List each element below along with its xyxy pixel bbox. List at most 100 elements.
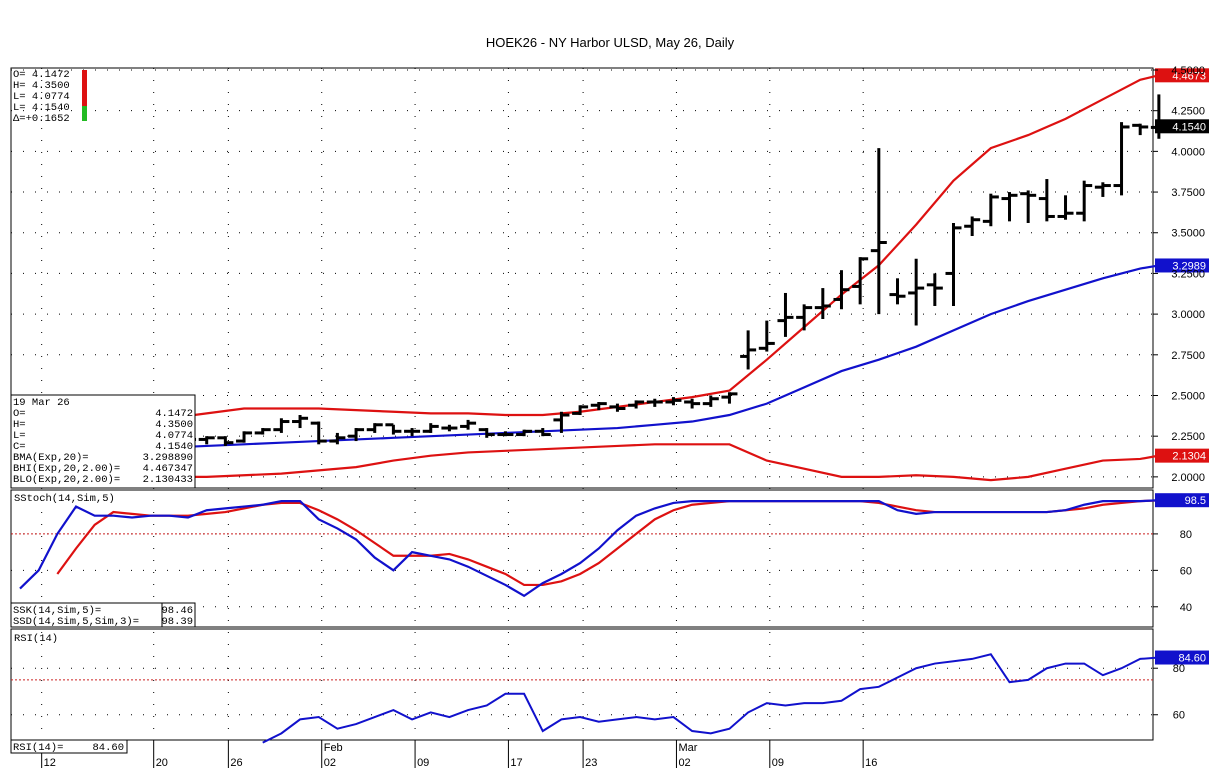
ohlc-bar: [1001, 192, 1018, 222]
price-ytick-label: 3.7500: [1171, 187, 1205, 199]
ohlc-bar: [460, 419, 477, 430]
ohlc-bar: [516, 429, 533, 437]
stoch-plot: 98.5: [11, 493, 1209, 598]
x-tick-label: 02: [678, 757, 690, 769]
ohlc-bar: [628, 400, 645, 409]
price-ytick-label: 3.0000: [1171, 309, 1205, 321]
price-ytick-label: 3.5000: [1171, 228, 1205, 240]
ohlc-bar: [497, 431, 514, 437]
info-row-value: 3.298890: [143, 452, 193, 464]
series-rsi: [262, 653, 1159, 744]
axis-labels: 2.0000 2.2500 2.5000 2.7500 3.0000 3.2500 3.50…: [41, 65, 1205, 769]
ohlc-bar: [292, 415, 309, 429]
ohlc-bar: [310, 421, 327, 445]
last-value-tag-text: 4.4673: [1172, 70, 1206, 82]
last-value-tag-bg: [1155, 258, 1209, 273]
price-ytick-label: 2.5000: [1171, 390, 1205, 402]
ohlc-bar: [404, 428, 421, 437]
x-tick-label: 23: [585, 757, 597, 769]
price-ytick-label: 2.2500: [1171, 431, 1205, 443]
ohlc-bar: [796, 304, 813, 331]
info-row-label: BMA(Exp,20)=: [13, 452, 89, 464]
series-ssk-14-sim-5-: [19, 499, 1159, 598]
ohlc-bar: [852, 257, 869, 305]
ohlc-bar: [1020, 190, 1037, 223]
last-value-tag-text: 3.2989: [1172, 260, 1206, 272]
range-bar-green: [82, 106, 87, 121]
ohlc-bar: [478, 428, 495, 438]
price-panel-frame: [10, 67, 1154, 489]
rsi-ytick-label: 60: [1173, 710, 1185, 722]
stoch-legend: SStoch(14,Sim,5) SSK(14,Sim,5)= 98.46 SSD(…: [10, 493, 196, 628]
last-value-tag-text: 2.1304: [1172, 451, 1206, 463]
stoch-panel-frame: [10, 489, 1154, 628]
ohlc-bar: [553, 411, 570, 433]
info-row-value: 4.0774: [155, 430, 193, 442]
price-ytick-label: 2.7500: [1171, 350, 1205, 362]
info-row-label: C=: [13, 441, 26, 453]
ohlc-line-low: L= 4.0774: [13, 91, 70, 103]
info-row-label: O=: [13, 408, 26, 420]
last-value-tag: 4.1540: [1155, 119, 1209, 134]
x-month-label: Feb: [324, 742, 343, 754]
ohlc-bar: [758, 320, 775, 352]
x-tick-label: 26: [230, 757, 242, 769]
x-tick-label: 20: [156, 757, 168, 769]
ohlc-bar: [348, 428, 365, 442]
ohlc-line-change: Δ=+0.1652: [13, 113, 70, 125]
ohlc-bar: [702, 395, 719, 407]
ohlc-bar: [982, 193, 999, 227]
rsi-title: RSI(14): [14, 633, 58, 645]
ohlc-bar: [814, 288, 831, 319]
range-bar-red: [82, 70, 87, 106]
ohlc-bar: [908, 258, 925, 326]
price-plot: 4.4673 4.1540 3.2989 2.1304: [19, 68, 1209, 482]
ohlc-bar: [1038, 179, 1055, 222]
rsi-legend: RSI(14) RSI(14)= 84.60: [10, 633, 128, 754]
price-ytick-label: 4.0000: [1171, 146, 1205, 158]
ohlc-bar: [1057, 195, 1074, 220]
info-row-label: L=: [13, 430, 26, 442]
ohlc-bar: [870, 148, 887, 315]
last-value-tag: 3.2989: [1155, 258, 1209, 273]
ohlc-bar: [777, 292, 794, 337]
ohlc-bar: [646, 398, 663, 407]
stoch-row-value: 98.46: [161, 605, 193, 617]
ohlc-line-last: L= 4.1540: [13, 102, 70, 114]
x-month-label: Mar: [678, 742, 697, 754]
ohlc-bar: [740, 330, 757, 370]
x-tick-label: 02: [324, 757, 336, 769]
x-tick-label: 09: [772, 757, 784, 769]
ohlc-bar: [1094, 182, 1111, 197]
series-blo-exp-20-2-00-: [20, 443, 1160, 482]
ohlc-bar: [945, 222, 962, 306]
ohlc-bar: [441, 424, 458, 432]
ohlc-bar: [385, 423, 402, 435]
info-row-value: 4.467347: [143, 463, 193, 475]
rsi-box-label: RSI(14)=: [13, 742, 63, 754]
chart-title: HOEK26 - NY Harbor ULSD, May 26, Daily: [486, 35, 735, 50]
ohlc-bar: [590, 402, 607, 411]
ohlc-readout: O= 4.1472 H= 4.3500 L= 4.0774 L= 4.1540 …: [13, 69, 87, 125]
ohlc-line-open: O= 4.1472: [13, 69, 70, 81]
price-ytick-label: 4.2500: [1171, 106, 1205, 118]
ohlc-bar: [721, 392, 738, 404]
ohlc-bar: [572, 405, 589, 416]
series-bma-exp-20-: [19, 264, 1160, 456]
rsi-ytick-label: 80: [1173, 663, 1185, 675]
info-row-value: 4.1540: [155, 441, 193, 453]
stoch-row-label: SSK(14,Sim,5)=: [13, 605, 101, 617]
stoch-row-value: 98.39: [161, 616, 193, 628]
price-ytick-label: 2.0000: [1171, 472, 1205, 484]
last-value-tag-bg: [1155, 68, 1209, 83]
info-row-label: H=: [13, 419, 26, 431]
info-row-label: BHI(Exp,20,2.00)=: [13, 463, 120, 475]
x-tick-label: 17: [510, 757, 522, 769]
ohlc-bar: [366, 423, 383, 433]
series-bhi-exp-20-2-00-: [19, 74, 1160, 435]
stoch-row-label: SSD(14,Sim,5,Sim,3)=: [13, 616, 139, 628]
ohlc-line-high: H= 4.3500: [13, 80, 70, 92]
ohlc-bar: [665, 397, 682, 406]
ohlc-bar: [833, 270, 850, 310]
